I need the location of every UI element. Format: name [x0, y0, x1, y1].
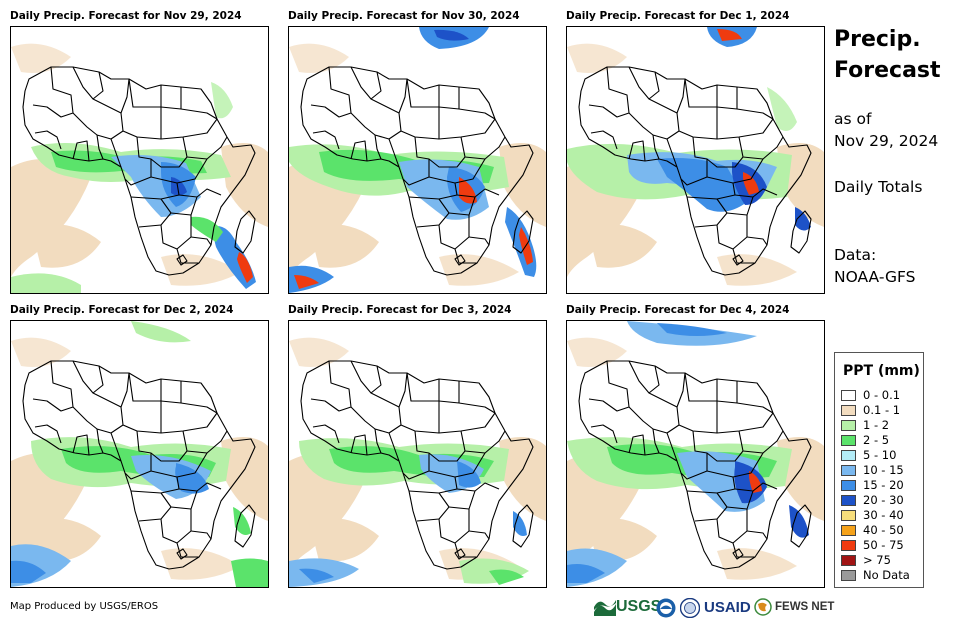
panel-title-6: Daily Precip. Forecast for Dec 4, 2024 [566, 304, 790, 316]
noaa-logo-icon [656, 598, 676, 618]
legend-title: PPT (mm) [843, 363, 920, 379]
legend-label: 0 - 0.1 [863, 388, 901, 402]
legend-swatch [841, 405, 856, 416]
legend-label: 1 - 2 [863, 418, 890, 432]
precip-map-1 [10, 26, 269, 294]
legend-swatch [841, 420, 856, 431]
legend-label: 20 - 30 [863, 493, 904, 507]
panel-title-3: Daily Precip. Forecast for Dec 1, 2024 [566, 10, 790, 22]
agency-logos: USGS USAID FEWS NET [594, 596, 834, 620]
legend-label: 40 - 50 [863, 523, 904, 537]
legend-swatch [841, 570, 856, 581]
legend-swatch [841, 510, 856, 521]
legend-swatch [841, 390, 856, 401]
fewsnet-globe-icon [754, 598, 772, 616]
legend-label: No Data [863, 568, 910, 582]
legend-swatch [841, 495, 856, 506]
legend-swatch [841, 525, 856, 536]
side-title: Precip. Forecast [834, 24, 941, 86]
data-source: NOAA-GFS [834, 268, 916, 286]
legend-label: 10 - 15 [863, 463, 904, 477]
usaid-logo: USAID [704, 599, 751, 616]
fewsnet-logo: FEWS NET [775, 601, 835, 613]
precip-map-3 [566, 26, 825, 294]
legend-label: 30 - 40 [863, 508, 904, 522]
precip-map-5 [288, 320, 547, 588]
as-of-date: Nov 29, 2024 [834, 132, 939, 150]
precip-map-6 [566, 320, 825, 588]
legend-swatch [841, 555, 856, 566]
legend-label: 0.1 - 1 [863, 403, 901, 417]
legend-swatch [841, 540, 856, 551]
commerce-seal-icon [680, 598, 700, 618]
precip-map-4 [10, 320, 269, 588]
panel-title-2: Daily Precip. Forecast for Nov 30, 2024 [288, 10, 520, 22]
map-credit: Map Produced by USGS/EROS [10, 601, 159, 612]
legend-label: 50 - 75 [863, 538, 904, 552]
panel-title-1: Daily Precip. Forecast for Nov 29, 2024 [10, 10, 242, 22]
legend-swatch [841, 450, 856, 461]
side-title-line2: Forecast [834, 58, 941, 83]
legend-label: 2 - 5 [863, 433, 890, 447]
legend-label: 15 - 20 [863, 478, 904, 492]
legend-label: > 75 [863, 553, 891, 567]
legend-swatch [841, 480, 856, 491]
data-label: Data: [834, 246, 877, 264]
as-of-label: as of [834, 110, 872, 128]
panel-title-5: Daily Precip. Forecast for Dec 3, 2024 [288, 304, 512, 316]
legend-swatch [841, 435, 856, 446]
usgs-wave-icon [594, 600, 616, 616]
side-title-line1: Precip. [834, 27, 921, 52]
daily-totals-label: Daily Totals [834, 178, 923, 196]
usgs-logo: USGS [616, 598, 662, 615]
legend-swatch [841, 465, 856, 476]
precip-map-2 [288, 26, 547, 294]
panel-title-4: Daily Precip. Forecast for Dec 2, 2024 [10, 304, 234, 316]
legend-label: 5 - 10 [863, 448, 897, 462]
